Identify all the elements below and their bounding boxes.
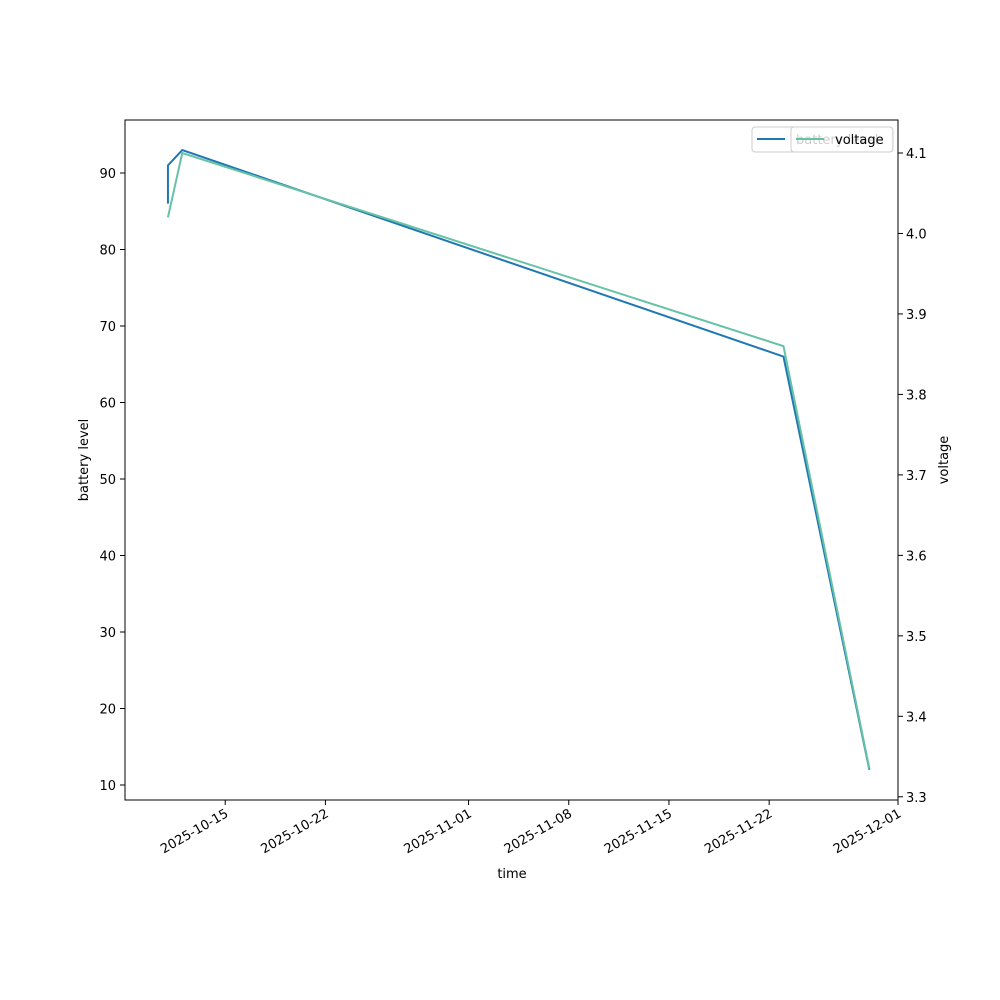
y-tick-label: 10 bbox=[99, 779, 116, 794]
x-tick-label: 2025-11-01 bbox=[402, 806, 475, 857]
x-tick-label: 2025-10-22 bbox=[258, 806, 331, 857]
y2-tick-label: 4.1 bbox=[906, 147, 927, 162]
y2-tick-label: 3.6 bbox=[906, 549, 927, 564]
y2-tick-label: 3.8 bbox=[906, 388, 927, 403]
y-tick-label: 70 bbox=[99, 320, 116, 335]
y2-tick-label: 4.0 bbox=[906, 227, 927, 242]
y-tick-label: 30 bbox=[99, 626, 116, 641]
legend-label: voltage bbox=[835, 133, 884, 148]
y2-tick-label: 3.3 bbox=[906, 791, 927, 806]
y-tick-label: 60 bbox=[99, 397, 116, 412]
x-tick-label: 2025-11-08 bbox=[502, 806, 575, 857]
y-tick-label: 50 bbox=[99, 473, 116, 488]
x-tick-label: 2025-10-15 bbox=[158, 806, 231, 857]
y-tick-label: 20 bbox=[99, 703, 116, 718]
y-tick-label: 90 bbox=[99, 167, 116, 182]
legend-box bbox=[790, 126, 894, 153]
y2-tick-label: 3.4 bbox=[906, 710, 927, 725]
y2-axis-label: voltage bbox=[937, 436, 952, 485]
y2-tick-label: 3.9 bbox=[906, 308, 927, 323]
series-line bbox=[166, 148, 871, 770]
y-tick-label: 40 bbox=[99, 550, 116, 565]
y-axis-label: battery level bbox=[77, 419, 92, 502]
plot-frame bbox=[124, 119, 899, 801]
y2-tick-label: 3.5 bbox=[906, 630, 927, 645]
x-axis-label: time bbox=[497, 867, 526, 882]
x-tick-label: 2025-12-01 bbox=[831, 806, 904, 857]
y2-tick-label: 3.7 bbox=[906, 469, 927, 484]
y-tick-label: 80 bbox=[99, 244, 116, 259]
x-tick-label: 2025-11-15 bbox=[602, 806, 675, 857]
x-tick-label: 2025-11-22 bbox=[702, 806, 775, 857]
series-line bbox=[166, 151, 871, 769]
